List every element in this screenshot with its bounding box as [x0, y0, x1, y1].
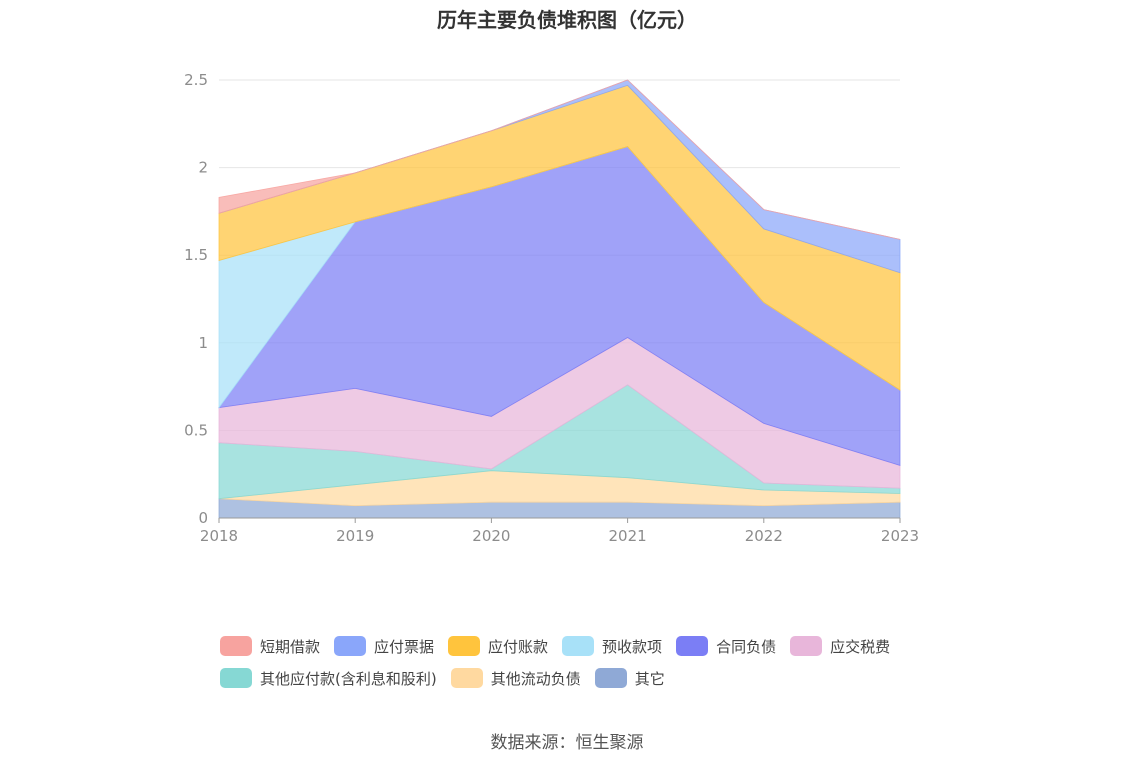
legend-label: 合同负债 — [716, 637, 777, 656]
legend: 短期借款 应付票据 应付账款 预收款项 合同负债 应交税费 其他应付款(含利息和股利) 其他… — [220, 630, 940, 694]
area-series — [218, 79, 901, 519]
x-tick-label: 2019 — [336, 527, 374, 545]
legend-label: 其它 — [634, 669, 665, 688]
y-tick-label: 2.5 — [184, 71, 208, 89]
legend-label: 其他应付款(含利息和股利) — [260, 669, 437, 688]
legend-swatch — [562, 636, 595, 656]
legend-label: 应付票据 — [374, 637, 435, 656]
chart-title: 历年主要负债堆积图（亿元） — [437, 8, 697, 32]
x-tick-label: 2018 — [200, 527, 238, 545]
legend-item[interactable]: 应付账款 — [448, 636, 548, 657]
x-tick-label: 2021 — [609, 527, 647, 545]
legend-item[interactable]: 应付票据 — [334, 636, 434, 657]
legend-row: 其他应付款(含利息和股利) 其他流动负债 其它 — [220, 662, 940, 694]
legend-item[interactable]: 其他流动负债 — [450, 668, 581, 689]
axes: 0 0.5 1 1.5 2 2.5 2018 2019 2020 2021 2022 2023 — [184, 71, 919, 545]
x-tick-label: 2020 — [472, 527, 510, 545]
y-tick-label: 1 — [198, 334, 208, 352]
legend-item[interactable]: 应交税费 — [790, 636, 890, 657]
legend-swatch — [448, 636, 481, 656]
legend-label: 应付账款 — [488, 637, 549, 656]
legend-swatch — [676, 636, 709, 656]
legend-item[interactable]: 其它 — [594, 668, 665, 689]
stacked-area-chart: 0 0.5 1 1.5 2 2.5 2018 2019 2020 2021 2022 2023 — [184, 71, 919, 545]
y-tick-label: 1.5 — [184, 246, 208, 264]
x-tick-label: 2023 — [881, 527, 919, 545]
legend-row: 短期借款 应付票据 应付账款 预收款项 合同负债 应交税费 — [220, 630, 940, 662]
area-series-短期借款 — [218, 79, 901, 240]
x-tick-label: 2022 — [745, 527, 783, 545]
legend-swatch — [790, 636, 823, 656]
y-tick-label: 0 — [198, 509, 208, 527]
legend-item[interactable]: 预收款项 — [562, 636, 662, 657]
legend-item[interactable]: 短期借款 — [220, 636, 320, 657]
legend-label: 预收款项 — [602, 637, 663, 656]
legend-swatch — [220, 668, 252, 688]
legend-item[interactable]: 合同负债 — [676, 636, 776, 657]
legend-label: 应交税费 — [830, 637, 891, 656]
y-tick-label: 2 — [198, 159, 208, 177]
legend-item[interactable]: 其他应付款(含利息和股利) — [220, 668, 437, 689]
legend-swatch — [220, 636, 252, 656]
data-source: 数据来源：恒生聚源 — [490, 733, 644, 753]
legend-label: 短期借款 — [260, 637, 321, 656]
legend-label: 其他流动负债 — [490, 669, 581, 688]
legend-swatch — [334, 636, 367, 656]
y-tick-label: 0.5 — [184, 421, 208, 439]
legend-swatch — [450, 668, 483, 688]
legend-swatch — [594, 668, 627, 688]
